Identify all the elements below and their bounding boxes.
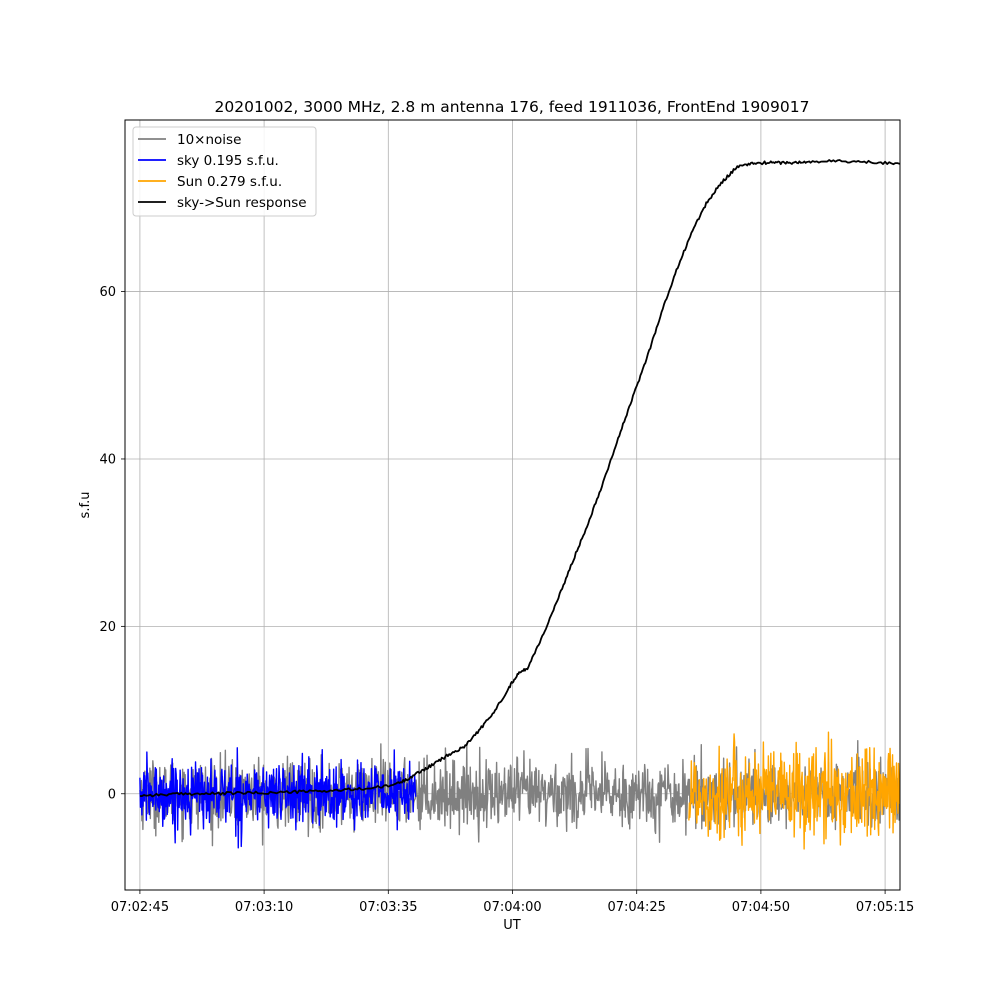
legend-label: 10×noise [177, 132, 241, 148]
y-tick-label: 20 [99, 620, 116, 635]
legend-label: Sun 0.279 s.f.u. [177, 174, 282, 190]
chart-title: 20201002, 3000 MHz, 2.8 m antenna 176, f… [215, 98, 810, 116]
x-tick-label: 07:04:00 [483, 900, 541, 915]
x-tick-label: 07:04:25 [608, 900, 666, 915]
legend: 10×noise sky 0.195 s.f.u. Sun 0.279 s.f.u.… [132, 126, 317, 217]
legend-label: sky 0.195 s.f.u. [177, 153, 279, 169]
y-tick-label: 60 [99, 285, 116, 300]
x-tick-label: 07:03:35 [359, 900, 417, 915]
y-tick-label: 40 [99, 452, 116, 467]
series-line-2 [688, 731, 900, 850]
x-axis-label: UT [503, 918, 521, 933]
y-axis-ticks: 0 20 40 60 [99, 285, 125, 802]
legend-box [132, 126, 317, 217]
series-line-3 [139, 159, 900, 798]
legend-label: sky->Sun response [177, 195, 307, 211]
x-tick-label: 07:04:50 [732, 900, 790, 915]
series-layer [139, 159, 900, 850]
x-tick-label: 07:05:15 [856, 900, 914, 915]
x-tick-label: 07:02:45 [111, 900, 169, 915]
y-tick-label: 0 [108, 787, 116, 802]
series-line-1 [139, 747, 417, 849]
y-axis-label: s.f.u [78, 492, 93, 519]
x-axis-ticks: 07:02:45 07:03:10 07:03:35 07:04:00 07:04:25… [111, 890, 914, 915]
x-tick-label: 07:03:10 [235, 900, 293, 915]
